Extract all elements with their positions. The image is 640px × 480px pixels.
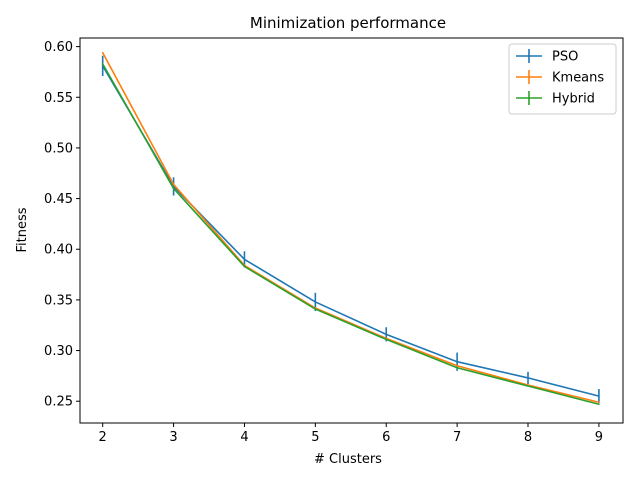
y-tick-label: 0.60	[44, 40, 73, 55]
data-point	[598, 395, 600, 397]
data-point	[172, 187, 175, 190]
y-tick-label: 0.55	[44, 91, 73, 106]
series-layer	[101, 51, 600, 406]
data-point	[101, 51, 104, 54]
plot-frame	[79, 37, 624, 424]
x-tick-label: 2	[99, 430, 107, 445]
y-tick-label: 0.50	[44, 141, 73, 156]
x-axis: 2 3 4 5 6 7 8 9	[99, 423, 603, 445]
data-point	[456, 360, 458, 363]
legend-item-pso: PSO	[516, 49, 578, 65]
x-tick-label: 4	[240, 430, 248, 445]
series-kmeans	[101, 51, 600, 404]
data-point	[101, 63, 104, 65]
data-point	[598, 401, 600, 404]
y-tick-label: 0.40	[44, 243, 73, 258]
y-tick-label: 0.45	[44, 192, 73, 207]
chart-title: Minimization performance	[250, 14, 446, 32]
legend-label: Kmeans	[552, 71, 604, 86]
legend: PSO Kmeans Hybrid	[508, 43, 617, 115]
y-axis-label: Fitness	[15, 207, 30, 252]
data-point	[243, 258, 246, 261]
data-point	[314, 301, 317, 303]
legend-item-hybrid: Hybrid	[516, 91, 595, 107]
data-point	[385, 333, 388, 336]
data-point	[527, 385, 529, 387]
series-line-hybrid	[101, 63, 600, 406]
series-line-kmeans	[101, 52, 600, 404]
series-hybrid	[101, 63, 600, 406]
legend-label: PSO	[552, 50, 578, 65]
data-point	[598, 403, 600, 406]
data-point	[527, 377, 529, 379]
x-tick-label: 8	[524, 430, 532, 445]
data-point	[243, 265, 246, 268]
x-tick-label: 6	[382, 430, 390, 445]
y-tick-label: 0.30	[44, 344, 73, 359]
data-point	[456, 364, 458, 367]
data-point	[172, 183, 175, 186]
y-axis: 0.25 0.30 0.35 0.40 0.45 0.50 0.55 0.60	[44, 40, 80, 410]
x-tick-label: 7	[453, 430, 461, 445]
legend-label: Hybrid	[552, 92, 595, 107]
series-line-pso	[101, 65, 600, 397]
x-tick-label: 3	[169, 430, 177, 445]
legend-box	[508, 43, 617, 115]
data-point	[456, 366, 458, 369]
x-axis-label: # Clusters	[314, 452, 382, 467]
x-tick-label: 5	[311, 430, 319, 445]
data-point	[385, 338, 388, 341]
y-tick-label: 0.35	[44, 293, 73, 308]
y-tick-label: 0.25	[44, 395, 73, 410]
legend-item-kmeans: Kmeans	[516, 70, 604, 86]
x-tick-label: 9	[595, 430, 603, 445]
data-point	[314, 308, 317, 310]
